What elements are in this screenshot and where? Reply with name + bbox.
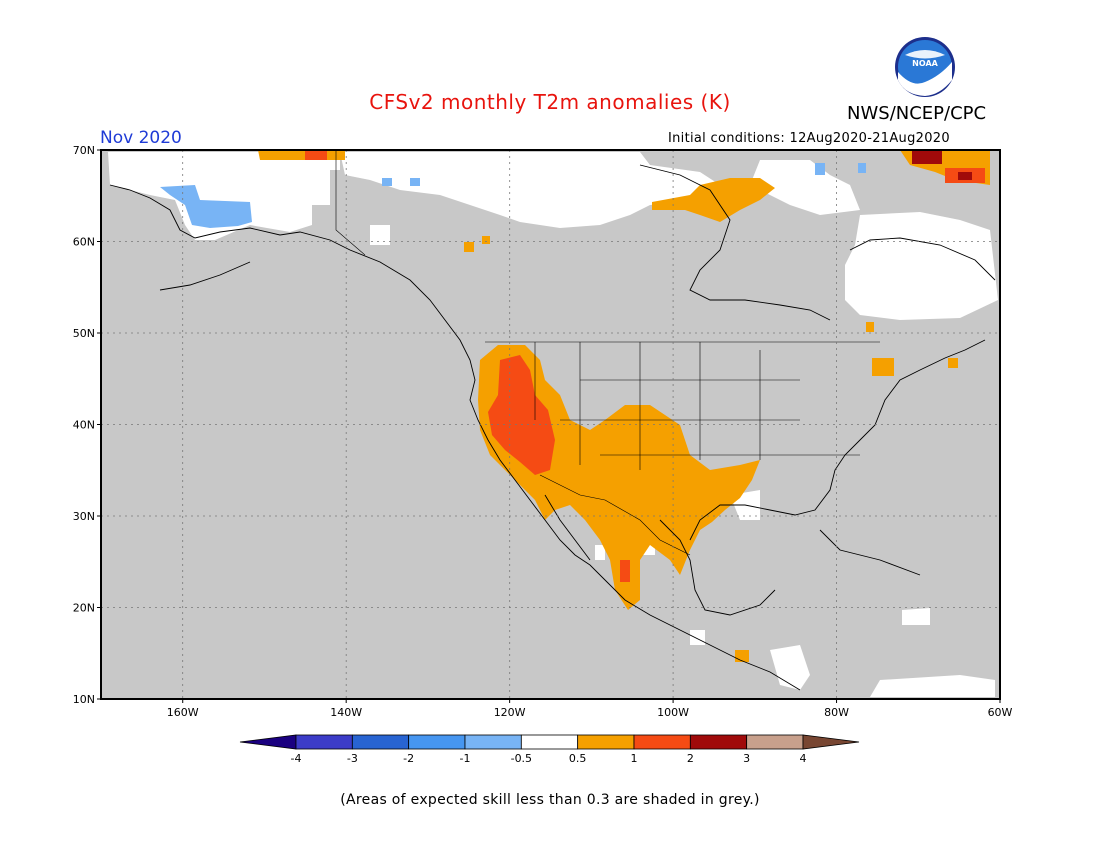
lat-tick-label: 50N [73,327,95,340]
skill-footnote: (Areas of expected skill less than 0.3 a… [340,792,760,808]
colorbar-tick-label: -2 [403,752,414,765]
colorbar-tick-label: -3 [347,752,358,765]
lon-tick-label: 100W [657,706,689,719]
colorbar-tick-label: -1 [460,752,471,765]
lon-tick-label: 140W [330,706,362,719]
map-panel [100,149,1001,700]
colorbar-segment [295,734,353,750]
organization-label: NWS/NCEP/CPC [847,103,987,124]
colorbar-tick-label: 1 [631,752,638,765]
map-gridlines [101,150,1000,699]
colorbar-segment [408,734,466,750]
lat-tick-label: 70N [73,144,95,157]
colorbar-segment [689,734,748,750]
colorbar-tick-label: 3 [743,752,750,765]
colorbar-tick-label: 2 [687,752,694,765]
noaa-logo: NOAA [895,37,955,97]
longitude-tick-labels: 160W 140W 120W 100W 80W 60W [167,699,1013,719]
noaa-logo-text: NOAA [912,59,938,68]
colorbar-low-extension [239,734,297,750]
latitude-tick-labels: 70N 60N 50N 40N 30N 20N 10N [73,144,101,706]
colorbar-segment [351,734,410,750]
lat-tick-label: 10N [73,693,95,706]
colorbar-segment [520,734,579,750]
colorbar-tick-label: 4 [800,752,807,765]
lon-tick-label: 160W [167,706,199,719]
colorbar-legend: -4 -3 -2 -1 -0.5 0.5 1 2 3 4 [239,734,860,765]
lon-tick-label: 60W [988,706,1013,719]
map-title: CFSv2 monthly T2m anomalies (K) [369,90,731,114]
colorbar-tick-label: 0.5 [569,752,587,765]
colorbar-segment [633,734,691,750]
lat-tick-label: 40N [73,419,95,432]
negative-anomaly-regions [160,163,866,228]
very-strong-warm-anomaly-regions [912,150,972,180]
colorbar-high-extension [802,734,860,750]
lat-tick-label: 60N [73,236,95,249]
colorbar-tick-label: -4 [291,752,302,765]
lon-tick-label: 120W [494,706,526,719]
lon-tick-label: 80W [824,706,849,719]
coastlines [109,164,996,691]
initial-conditions-label: Initial conditions: 12Aug2020-21Aug2020 [668,131,950,146]
lat-tick-label: 30N [73,510,95,523]
colorbar-segment [746,734,804,750]
political-borders [335,150,880,556]
forecast-month-label: Nov 2020 [100,128,182,148]
strong-warm-anomaly-regions [305,150,985,582]
lat-tick-label: 20N [73,602,95,615]
colorbar-tick-label: -0.5 [511,752,532,765]
colorbar-segment [577,734,635,750]
colorbar-segment [464,734,522,750]
